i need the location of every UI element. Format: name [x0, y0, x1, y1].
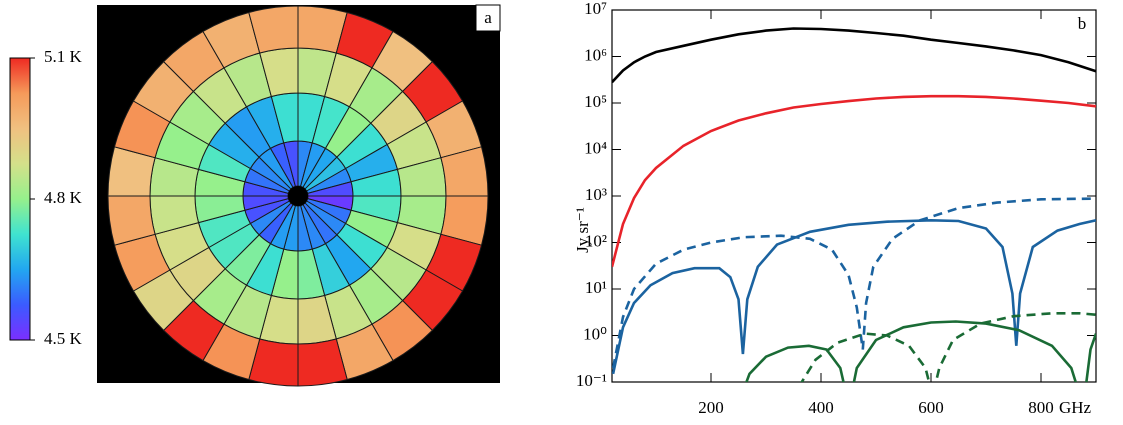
y-tick-label: 10⁰	[583, 324, 607, 343]
y-tick-label: 10⁵	[584, 92, 607, 111]
x-tick-label: 400	[808, 398, 834, 417]
heatmap-cell	[248, 5, 299, 54]
y-axis-label: Jy sr⁻¹	[573, 207, 592, 253]
y-tick-label: 10⁶	[584, 45, 607, 64]
colorbar-tick-label: 5.1 K	[44, 47, 83, 66]
line-series	[612, 94, 1096, 268]
x-axis-label: GHz	[1059, 398, 1092, 417]
center-hole	[288, 186, 308, 206]
line-series	[612, 218, 1096, 375]
y-tick-label: 10⁻¹	[576, 371, 607, 390]
line-series	[800, 312, 1096, 382]
plot-area	[612, 27, 1096, 382]
line-series	[612, 197, 1096, 369]
x-tick-label: 800	[1028, 398, 1054, 417]
panel-label: a	[484, 8, 492, 27]
colorbar-tick-label: 4.8 K	[44, 188, 83, 207]
colorbar	[9, 57, 31, 341]
y-tick-label: 10⁷	[584, 0, 607, 18]
panel-label-box	[475, 4, 501, 32]
plot-frame	[611, 9, 1097, 383]
colorbar-tick-label: 4.5 K	[44, 329, 83, 348]
y-tick-label: 10³	[585, 185, 607, 204]
y-tick-label: 10¹	[585, 278, 607, 297]
y-tick-label: 10⁴	[584, 138, 607, 157]
line-series	[612, 27, 1096, 84]
y-tick-label: 10²	[585, 231, 607, 250]
x-tick-label: 200	[698, 398, 724, 417]
x-tick-label: 600	[918, 398, 944, 417]
line-series	[745, 320, 1096, 382]
panel-label: b	[1078, 14, 1087, 33]
